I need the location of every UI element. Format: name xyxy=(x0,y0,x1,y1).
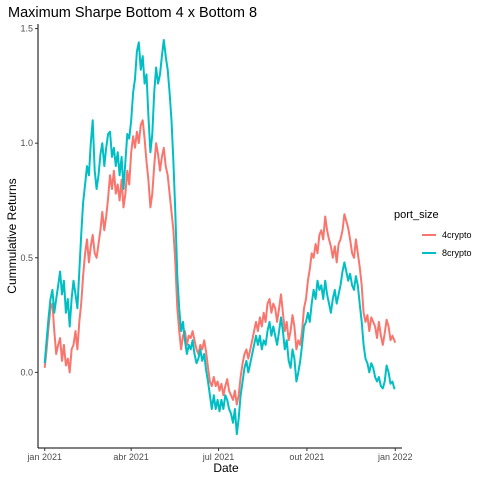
legend-label-8crypto: 8crypto xyxy=(442,248,472,258)
x-tick-label: jul 2021 xyxy=(202,452,235,462)
x-axis-title: Date xyxy=(213,461,239,475)
y-tick-label: 0.0 xyxy=(20,367,33,377)
x-tick-label: jan 2022 xyxy=(377,452,413,462)
y-tick-label: 1.0 xyxy=(20,138,33,148)
y-tick-label: 1.5 xyxy=(20,24,33,34)
legend-title: port_size xyxy=(394,209,439,221)
x-tick-label: abr 2021 xyxy=(113,452,149,462)
series-line-8crypto xyxy=(43,39,396,436)
legend-label-4crypto: 4crypto xyxy=(442,230,472,240)
legend: port_size 4crypto 8crypto xyxy=(394,209,472,258)
x-axis: jan 2021 abr 2021 jul 2021 out 2021 jan 2022 xyxy=(26,447,413,462)
y-axis: 0.0 0.5 1.0 1.5 xyxy=(20,24,39,448)
x-tick-label: jan 2021 xyxy=(26,452,62,462)
plot-series xyxy=(43,39,397,436)
series-line-4crypto xyxy=(43,119,397,406)
chart-title: Maximum Sharpe Bottom 4 x Bottom 8 xyxy=(8,5,257,21)
y-axis-title: Cummulative Returns xyxy=(5,178,19,293)
y-tick-label: 0.5 xyxy=(20,253,33,263)
x-tick-label: out 2021 xyxy=(289,452,324,462)
